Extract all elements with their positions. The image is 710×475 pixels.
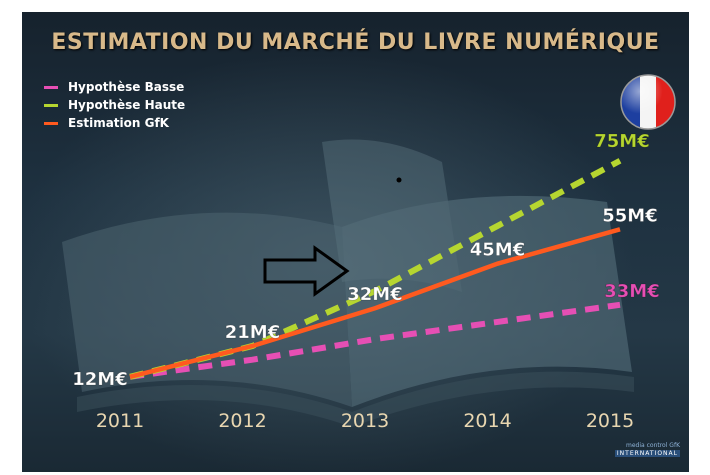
x-tick-label: 2014 bbox=[463, 410, 511, 432]
x-tick-label: 2012 bbox=[218, 410, 266, 432]
data-label-gfk: 55M€ bbox=[602, 205, 658, 226]
legend-label-basse: Hypothèse Basse bbox=[68, 80, 185, 94]
legend-label-gfk: Estimation GfK bbox=[68, 116, 169, 130]
logo-line-2: INTERNATIONAL bbox=[614, 450, 680, 457]
series-line-hypoth-se-haute bbox=[129, 158, 622, 380]
x-tick-label: 2013 bbox=[341, 410, 389, 432]
logo-line-1: media control GfK bbox=[626, 442, 680, 449]
chart-title: ESTIMATION DU MARCHÉ DU LIVRE NUMÉRIQUE bbox=[51, 30, 660, 55]
legend-swatch-basse bbox=[44, 85, 58, 89]
data-label-gfk: 21M€ bbox=[225, 322, 281, 343]
dot-marker bbox=[396, 177, 402, 183]
legend: Hypothèse Basse Hypothèse Haute Estimati… bbox=[44, 78, 185, 132]
arrow-icon bbox=[263, 245, 350, 297]
chart-slide: 12M€ 21M€ 32M€ 45M€ 55M€ 75M€ 33M€ 2011 2012 201… bbox=[22, 12, 689, 472]
data-label-gfk: 12M€ bbox=[72, 369, 128, 390]
x-axis: 2011 2012 2013 2014 2015 bbox=[96, 410, 634, 432]
x-tick-label: 2015 bbox=[586, 410, 634, 432]
chart-canvas: 12M€21M€32M€45M€55M€75M€33M€ 2011 2012 201… bbox=[62, 130, 660, 432]
data-label-gfk: 45M€ bbox=[470, 240, 526, 261]
series-line-hypoth-se-basse bbox=[129, 301, 621, 380]
data-label-haute: 75M€ bbox=[594, 131, 650, 152]
legend-swatch-gfk bbox=[44, 121, 58, 125]
legend-item-haute: Hypothèse Haute bbox=[44, 96, 185, 114]
legend-item-gfk: Estimation GfK bbox=[44, 114, 185, 132]
legend-swatch-haute bbox=[44, 103, 58, 107]
legend-label-haute: Hypothèse Haute bbox=[68, 98, 186, 112]
x-tick-label: 2011 bbox=[96, 410, 144, 432]
legend-item-basse: Hypothèse Basse bbox=[44, 78, 185, 96]
series-line-estimation-gfk bbox=[129, 227, 621, 380]
labels-layer: 12M€ 21M€ 32M€ 45M€ 55M€ 75M€ 33M€ bbox=[72, 130, 660, 390]
data-label-gfk: 32M€ bbox=[347, 284, 403, 305]
gfk-logo: media control GfK INTERNATIONAL bbox=[600, 442, 680, 458]
france-flag-icon bbox=[620, 74, 676, 130]
series-layer bbox=[129, 158, 622, 380]
data-label-basse: 33M€ bbox=[604, 281, 660, 302]
